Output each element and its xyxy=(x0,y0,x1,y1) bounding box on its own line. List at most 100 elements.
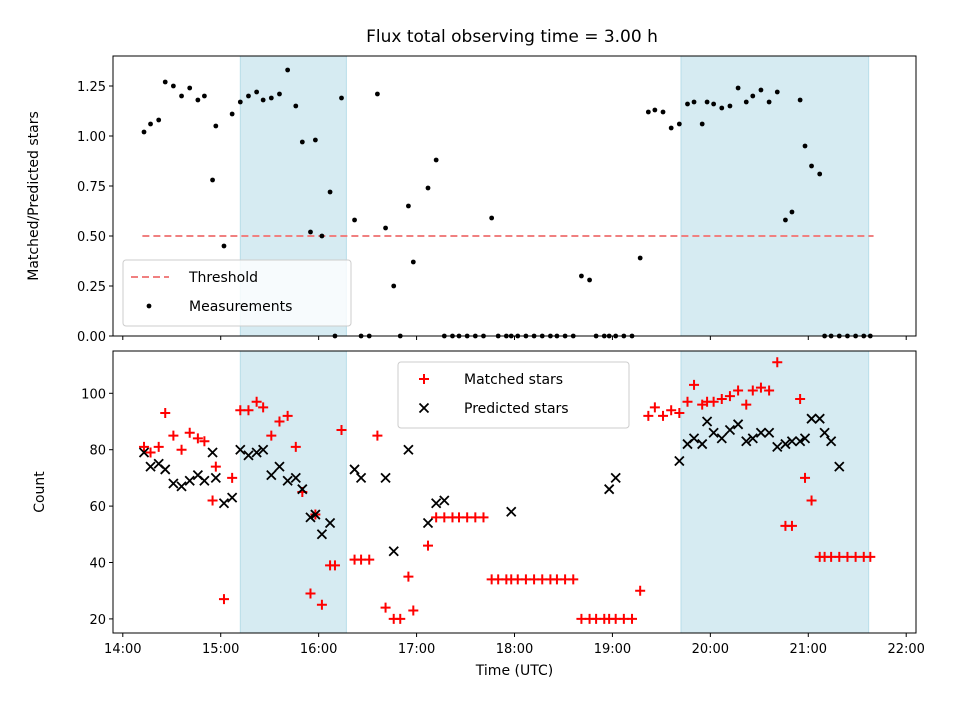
y-tick-label: 80 xyxy=(89,444,106,459)
matched-star-point xyxy=(806,495,817,506)
predicted-star-point xyxy=(716,433,727,444)
measurement-point xyxy=(660,109,666,115)
matched-star-point xyxy=(176,444,187,455)
predicted-star-point xyxy=(388,546,399,557)
predicted-star-point xyxy=(786,436,798,447)
measurement-point xyxy=(676,121,682,127)
matched-star-point xyxy=(800,472,811,483)
predicted-star-point xyxy=(266,469,277,481)
matched-star-point xyxy=(243,405,254,416)
matched-star-point xyxy=(266,430,277,441)
x-tick-label: 17:00 xyxy=(398,642,435,657)
y-tick-label: 1.25 xyxy=(77,80,106,95)
measurement-point xyxy=(719,105,725,111)
matched-star-point xyxy=(666,405,677,416)
predicted-star-point xyxy=(274,461,285,472)
matched-star-point xyxy=(716,393,727,404)
predicted-star-point xyxy=(697,438,708,450)
measurement-point xyxy=(711,101,717,107)
measurement-point xyxy=(201,93,207,99)
matched-star-point xyxy=(772,357,783,368)
chart-title: Flux total observing time = 3.00 h xyxy=(366,27,658,47)
predicted-star-point xyxy=(506,506,517,517)
predicted-star-point xyxy=(422,517,434,529)
measurement-point xyxy=(637,255,643,261)
predicted-star-point xyxy=(324,517,336,529)
predicted-star-point xyxy=(732,419,744,430)
predicted-star-point xyxy=(763,427,775,438)
matched-star-point xyxy=(380,602,391,613)
y-tick-label: 1.00 xyxy=(77,130,106,145)
predicted-star-point xyxy=(251,447,262,458)
measurement-point xyxy=(817,171,823,177)
matched-star-point xyxy=(372,430,383,441)
predicted-star-point xyxy=(207,447,218,458)
matched-star-point xyxy=(674,408,685,419)
predicted-star-point xyxy=(814,413,825,424)
matched-star-point xyxy=(336,424,347,435)
predicted-star-point xyxy=(235,444,246,455)
y-axis-label: Count xyxy=(32,471,48,513)
measurement-point xyxy=(319,233,325,239)
predicted-star-point xyxy=(210,472,221,484)
matched-star-point xyxy=(218,594,229,605)
predicted-star-point xyxy=(794,436,806,447)
predicted-star-point xyxy=(184,475,195,486)
matched-star-point xyxy=(795,393,806,404)
matched-star-point xyxy=(210,461,221,472)
predicted-star-point xyxy=(724,424,736,436)
predicted-star-point xyxy=(168,478,179,489)
legend-label: Threshold xyxy=(188,270,258,286)
legend-box xyxy=(122,259,352,327)
matched-star-point xyxy=(627,613,638,624)
measurement-point xyxy=(299,139,305,145)
matched-star-point xyxy=(395,613,406,624)
matched-star-point xyxy=(145,447,156,458)
matched-star-point xyxy=(649,402,660,413)
measurement-point xyxy=(141,129,147,135)
legend-label: Predicted stars xyxy=(464,401,569,417)
measurement-point xyxy=(312,137,318,143)
matched-star-point xyxy=(741,399,752,410)
measurement-point xyxy=(293,103,299,109)
matched-star-point xyxy=(658,410,669,421)
measurement-point xyxy=(260,97,266,103)
measurement-point xyxy=(668,125,674,131)
matched-star-point xyxy=(478,512,489,523)
measurement-point xyxy=(704,99,710,105)
predicted-star-point xyxy=(355,472,367,484)
measurement-point xyxy=(339,95,344,101)
measurement-point xyxy=(213,123,219,129)
measurement-point xyxy=(237,99,243,105)
measurement-point xyxy=(750,93,756,99)
x-tick-label: 16:00 xyxy=(300,642,337,657)
measurement-point xyxy=(170,83,176,89)
legend-label: Measurements xyxy=(189,299,292,315)
matched-star-point xyxy=(364,554,375,565)
predicted-star-point xyxy=(799,433,811,444)
predicted-star-point xyxy=(380,472,391,484)
matched-star-point xyxy=(227,472,238,483)
predicted-star-point xyxy=(145,461,156,472)
predicted-star-point xyxy=(290,472,301,484)
x-tick-label: 19:00 xyxy=(594,642,631,657)
measurement-point xyxy=(489,215,495,221)
x-tick-label: 18:00 xyxy=(496,642,533,657)
measurement-point xyxy=(406,203,411,209)
predicted-star-point xyxy=(708,427,719,438)
matched-star-point xyxy=(682,396,693,407)
measurement-point xyxy=(179,93,184,99)
measurement-point xyxy=(727,103,733,109)
measurement-point xyxy=(246,93,251,99)
measurement-point xyxy=(758,87,764,93)
measurement-point xyxy=(685,101,690,107)
measurement-point xyxy=(652,107,658,113)
measurement-point xyxy=(410,259,416,265)
measurement-point xyxy=(797,97,803,103)
measurement-point xyxy=(210,177,215,183)
predicted-star-point xyxy=(741,436,752,447)
matched-star-point xyxy=(251,396,262,407)
measurement-point xyxy=(699,121,705,127)
predicted-star-point xyxy=(243,450,254,461)
x-tick-label: 22:00 xyxy=(887,642,924,657)
